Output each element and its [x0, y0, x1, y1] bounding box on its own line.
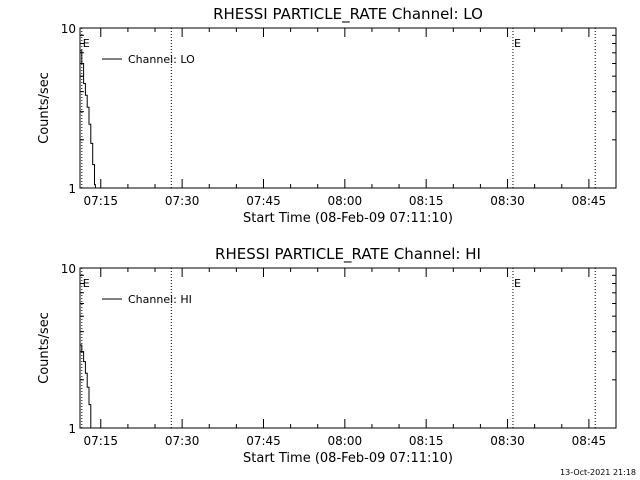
x-tick-label: 08:00 — [328, 434, 363, 448]
series-line — [80, 50, 96, 188]
x-axis-label: Start Time (08-Feb-09 07:11:10) — [243, 211, 453, 226]
plot-frame — [79, 27, 617, 189]
legend-label: Channel: LO — [128, 53, 195, 66]
chart-title: RHESSI PARTICLE_RATE Channel: HI — [215, 245, 481, 264]
event-marker-label: E — [83, 277, 90, 290]
x-tick-label: 07:30 — [165, 434, 200, 448]
y-tick-label: 10 — [61, 22, 76, 36]
chart-title: RHESSI PARTICLE_RATE Channel: LO — [213, 5, 483, 24]
x-tick-label: 07:15 — [83, 434, 118, 448]
y-tick-label: 10 — [61, 262, 76, 276]
x-tick-label: 07:15 — [83, 194, 118, 208]
x-tick-label: 08:30 — [490, 194, 525, 208]
x-tick-label: 08:15 — [409, 434, 444, 448]
x-tick-label: 07:30 — [165, 194, 200, 208]
plot-frame — [79, 267, 617, 429]
y-tick-label: 1 — [68, 422, 76, 436]
y-axis-label: Counts/sec — [37, 72, 52, 144]
event-marker-label: E — [83, 37, 90, 50]
y-axis-label: Counts/sec — [37, 312, 52, 384]
x-tick-label: 08:15 — [409, 194, 444, 208]
x-tick-label: 08:30 — [490, 434, 525, 448]
series-line — [80, 344, 92, 428]
chart-hi-channel: RHESSI PARTICLE_RATE Channel: HI 07:15 07:… — [37, 245, 617, 466]
event-marker-label: E — [514, 37, 521, 50]
x-axis-label: Start Time (08-Feb-09 07:11:10) — [243, 451, 453, 466]
x-tick-label: 08:45 — [572, 194, 607, 208]
x-tick-label: 07:45 — [246, 434, 281, 448]
timestamp-footer: 13-Oct-2021 21:18 — [560, 468, 636, 477]
x-tick-label: 07:45 — [246, 194, 281, 208]
x-tick-label: 08:00 — [328, 194, 363, 208]
legend-label: Channel: HI — [128, 293, 192, 306]
chart-lo-channel: RHESSI PARTICLE_RATE Channel: LO 07:15 07:… — [37, 5, 617, 226]
event-marker-label: E — [514, 277, 521, 290]
y-tick-label: 1 — [68, 182, 76, 196]
x-tick-label: 08:45 — [572, 434, 607, 448]
